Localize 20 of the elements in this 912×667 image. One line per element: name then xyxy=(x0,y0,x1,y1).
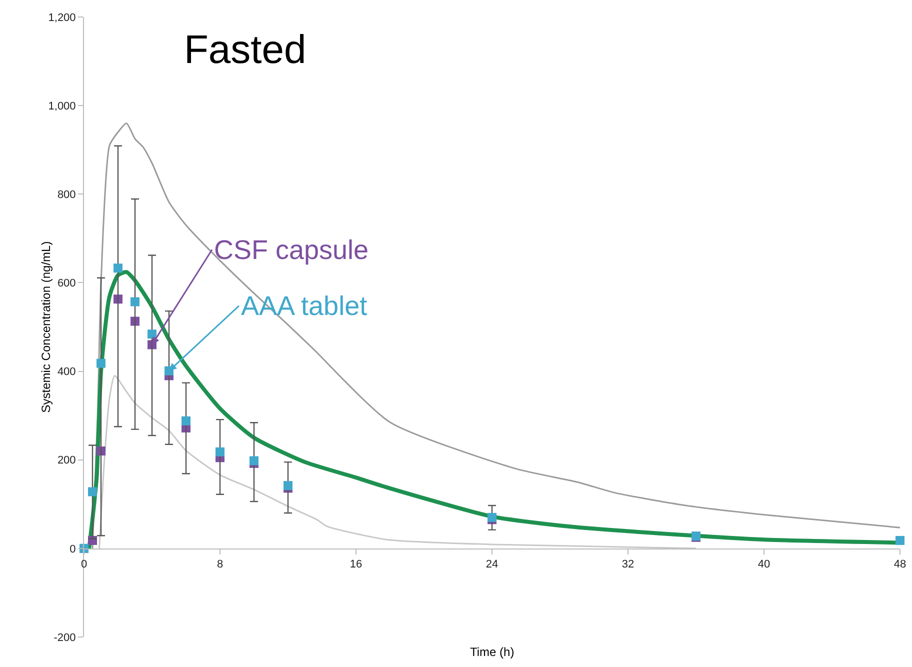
y-tick-label: 800 xyxy=(57,188,76,201)
y-tick-label: 600 xyxy=(57,278,76,290)
chart-title: Fasted xyxy=(184,28,306,72)
y-tick-label: 1,200 xyxy=(48,12,76,24)
x-tick-label: 32 xyxy=(622,558,634,571)
x-tick-label: 0 xyxy=(80,558,88,571)
y-axis-title: Systemic Concentration (ng/mL) xyxy=(39,241,53,413)
x-tick-label: 16 xyxy=(350,558,362,571)
y-tick-label: 400 xyxy=(57,366,76,378)
y-tick-label: 200 xyxy=(57,454,76,467)
x-tick-label: 24 xyxy=(486,558,498,571)
x-tick-label: 8 xyxy=(216,558,224,571)
x-tick-label: 40 xyxy=(758,558,770,571)
y-tick-label: 1,000 xyxy=(48,100,76,112)
x-tick-label: 48 xyxy=(894,558,906,571)
annotation: CSF capsule xyxy=(214,235,369,265)
x-axis-title: Time (h) xyxy=(470,645,514,659)
y-tick-label: -200 xyxy=(54,632,76,644)
annotation: AAA tablet xyxy=(241,291,368,321)
y-tick-label: 0 xyxy=(70,543,76,556)
